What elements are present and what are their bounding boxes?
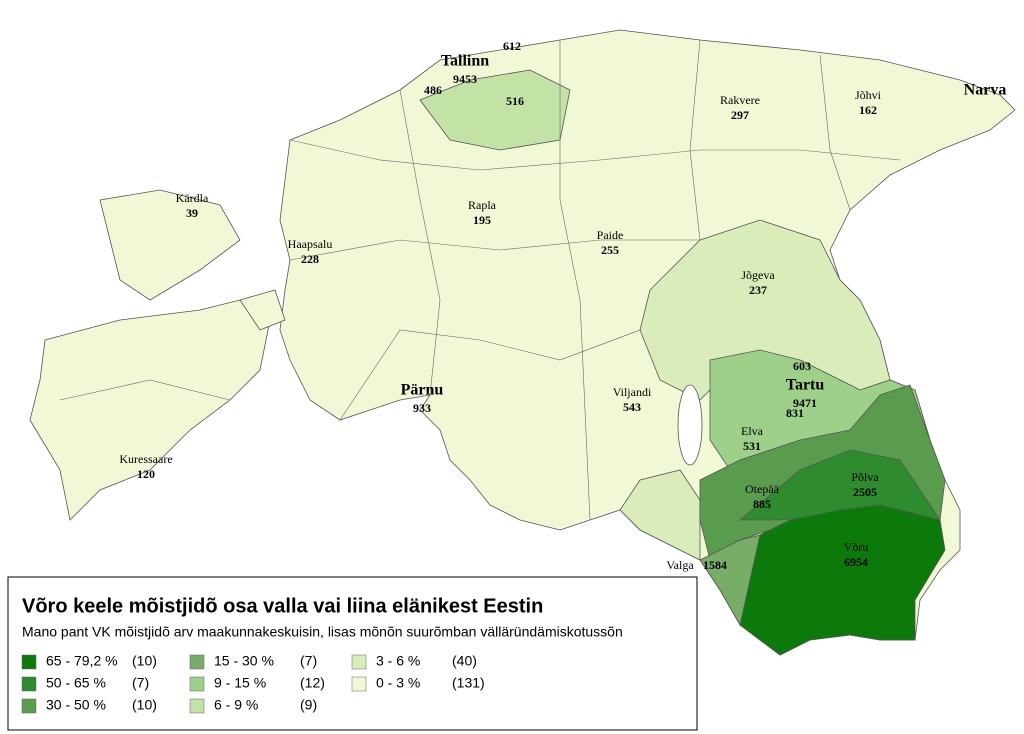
city-value: 612 bbox=[503, 39, 521, 53]
city-name: Jõhvi bbox=[855, 88, 882, 102]
city-name: Rakvere bbox=[720, 93, 760, 107]
legend-swatch bbox=[189, 698, 205, 714]
city-value: 162 bbox=[859, 103, 877, 117]
legend-count: (7) bbox=[132, 675, 149, 691]
border bbox=[289, 139, 901, 171]
border bbox=[289, 239, 700, 261]
city-value: 228 bbox=[301, 252, 319, 266]
region-15-30 bbox=[699, 534, 761, 627]
legend-range: 15 - 30 % bbox=[214, 653, 274, 669]
city-value: 516 bbox=[506, 94, 524, 108]
legend-swatch bbox=[21, 654, 37, 670]
city-value: 6954 bbox=[844, 555, 868, 569]
legend-range: 30 - 50 % bbox=[46, 697, 106, 713]
legend-range: 0 - 3 % bbox=[376, 675, 420, 691]
city-name: Tallinn bbox=[441, 53, 489, 70]
legend-box bbox=[7, 576, 698, 731]
legend-count: (10) bbox=[132, 653, 157, 669]
legend-range: 6 - 9 % bbox=[214, 697, 258, 713]
region-65-79 bbox=[739, 504, 946, 656]
city-value: 9471 bbox=[793, 396, 817, 410]
border bbox=[689, 39, 701, 241]
city-value: 2505 bbox=[853, 485, 877, 499]
legend-swatch bbox=[189, 676, 205, 692]
region-3-6 bbox=[619, 469, 701, 561]
city-value: 1584 bbox=[703, 558, 727, 572]
city-name: Valga bbox=[666, 558, 694, 572]
city-name: Kuressaare bbox=[119, 452, 172, 466]
legend-title: Võro keele mõistjidõ osa valla vai liina… bbox=[22, 595, 543, 617]
city-name: Narva bbox=[964, 82, 1007, 99]
legend-count: (131) bbox=[452, 675, 485, 691]
city-name: Pärnu bbox=[401, 382, 444, 399]
city-value: 531 bbox=[743, 439, 761, 453]
borders bbox=[59, 39, 901, 521]
city-name: Tartu bbox=[786, 377, 825, 394]
city-value: 195 bbox=[473, 213, 491, 227]
legend-count: (10) bbox=[132, 697, 157, 713]
city-name: Põlva bbox=[851, 470, 879, 484]
city-name: Otepää bbox=[745, 482, 780, 496]
legend-swatch bbox=[189, 654, 205, 670]
legend-range: 50 - 65 % bbox=[46, 675, 106, 691]
city-name: Paide bbox=[597, 228, 624, 242]
legend-range: 65 - 79,2 % bbox=[46, 653, 118, 669]
legend-range: 3 - 6 % bbox=[376, 653, 420, 669]
legend-items: 65 - 79,2 % (10) 50 - 65 % (7) 30 - 50 % (10)… bbox=[21, 653, 485, 714]
city-name: Võru bbox=[844, 540, 869, 554]
legend-swatch bbox=[351, 654, 367, 670]
legend-subtitle: Mano pant VK mõistjidõ arv maakunnakesku… bbox=[22, 624, 623, 640]
city-value: 9453 bbox=[453, 72, 477, 86]
city-value: 885 bbox=[753, 497, 771, 511]
border bbox=[339, 329, 641, 421]
legend: Võro keele mõistjidõ osa valla vai liina… bbox=[7, 576, 698, 731]
island-saaremaa bbox=[29, 299, 271, 521]
city-value: 603 bbox=[793, 359, 811, 373]
region-6-9 bbox=[419, 69, 571, 151]
city-value: 933 bbox=[413, 401, 431, 415]
legend-count: (40) bbox=[452, 653, 477, 669]
legend-count: (7) bbox=[300, 653, 317, 669]
city-name: Viljandi bbox=[613, 385, 652, 399]
lake-vortsjarv bbox=[677, 384, 703, 466]
city-name: Rapla bbox=[468, 198, 497, 212]
city-value: 120 bbox=[137, 467, 155, 481]
city-value: 543 bbox=[623, 400, 641, 414]
legend-swatch bbox=[21, 698, 37, 714]
city-value: 237 bbox=[749, 283, 767, 297]
island-muhu bbox=[239, 289, 286, 331]
city-name: Kärdla bbox=[176, 191, 209, 205]
border bbox=[819, 54, 851, 211]
city-value: 39 bbox=[186, 206, 198, 220]
city-value: 831 bbox=[786, 406, 804, 420]
legend-range: 9 - 15 % bbox=[214, 675, 266, 691]
city-value: 486 bbox=[424, 83, 442, 97]
island-hiiumaa bbox=[99, 189, 241, 301]
city-value: 297 bbox=[731, 108, 749, 122]
legend-count: (12) bbox=[300, 675, 325, 691]
city-name: Elva bbox=[741, 424, 764, 438]
legend-swatch bbox=[21, 676, 37, 692]
legend-swatch bbox=[351, 676, 367, 692]
city-name: Jõgeva bbox=[741, 268, 775, 282]
border bbox=[399, 89, 441, 396]
border bbox=[59, 379, 231, 401]
legend-count: (9) bbox=[300, 697, 317, 713]
city-name: Haapsalu bbox=[288, 237, 333, 251]
city-value: 255 bbox=[601, 243, 619, 257]
land bbox=[29, 29, 1016, 656]
border bbox=[559, 40, 591, 521]
